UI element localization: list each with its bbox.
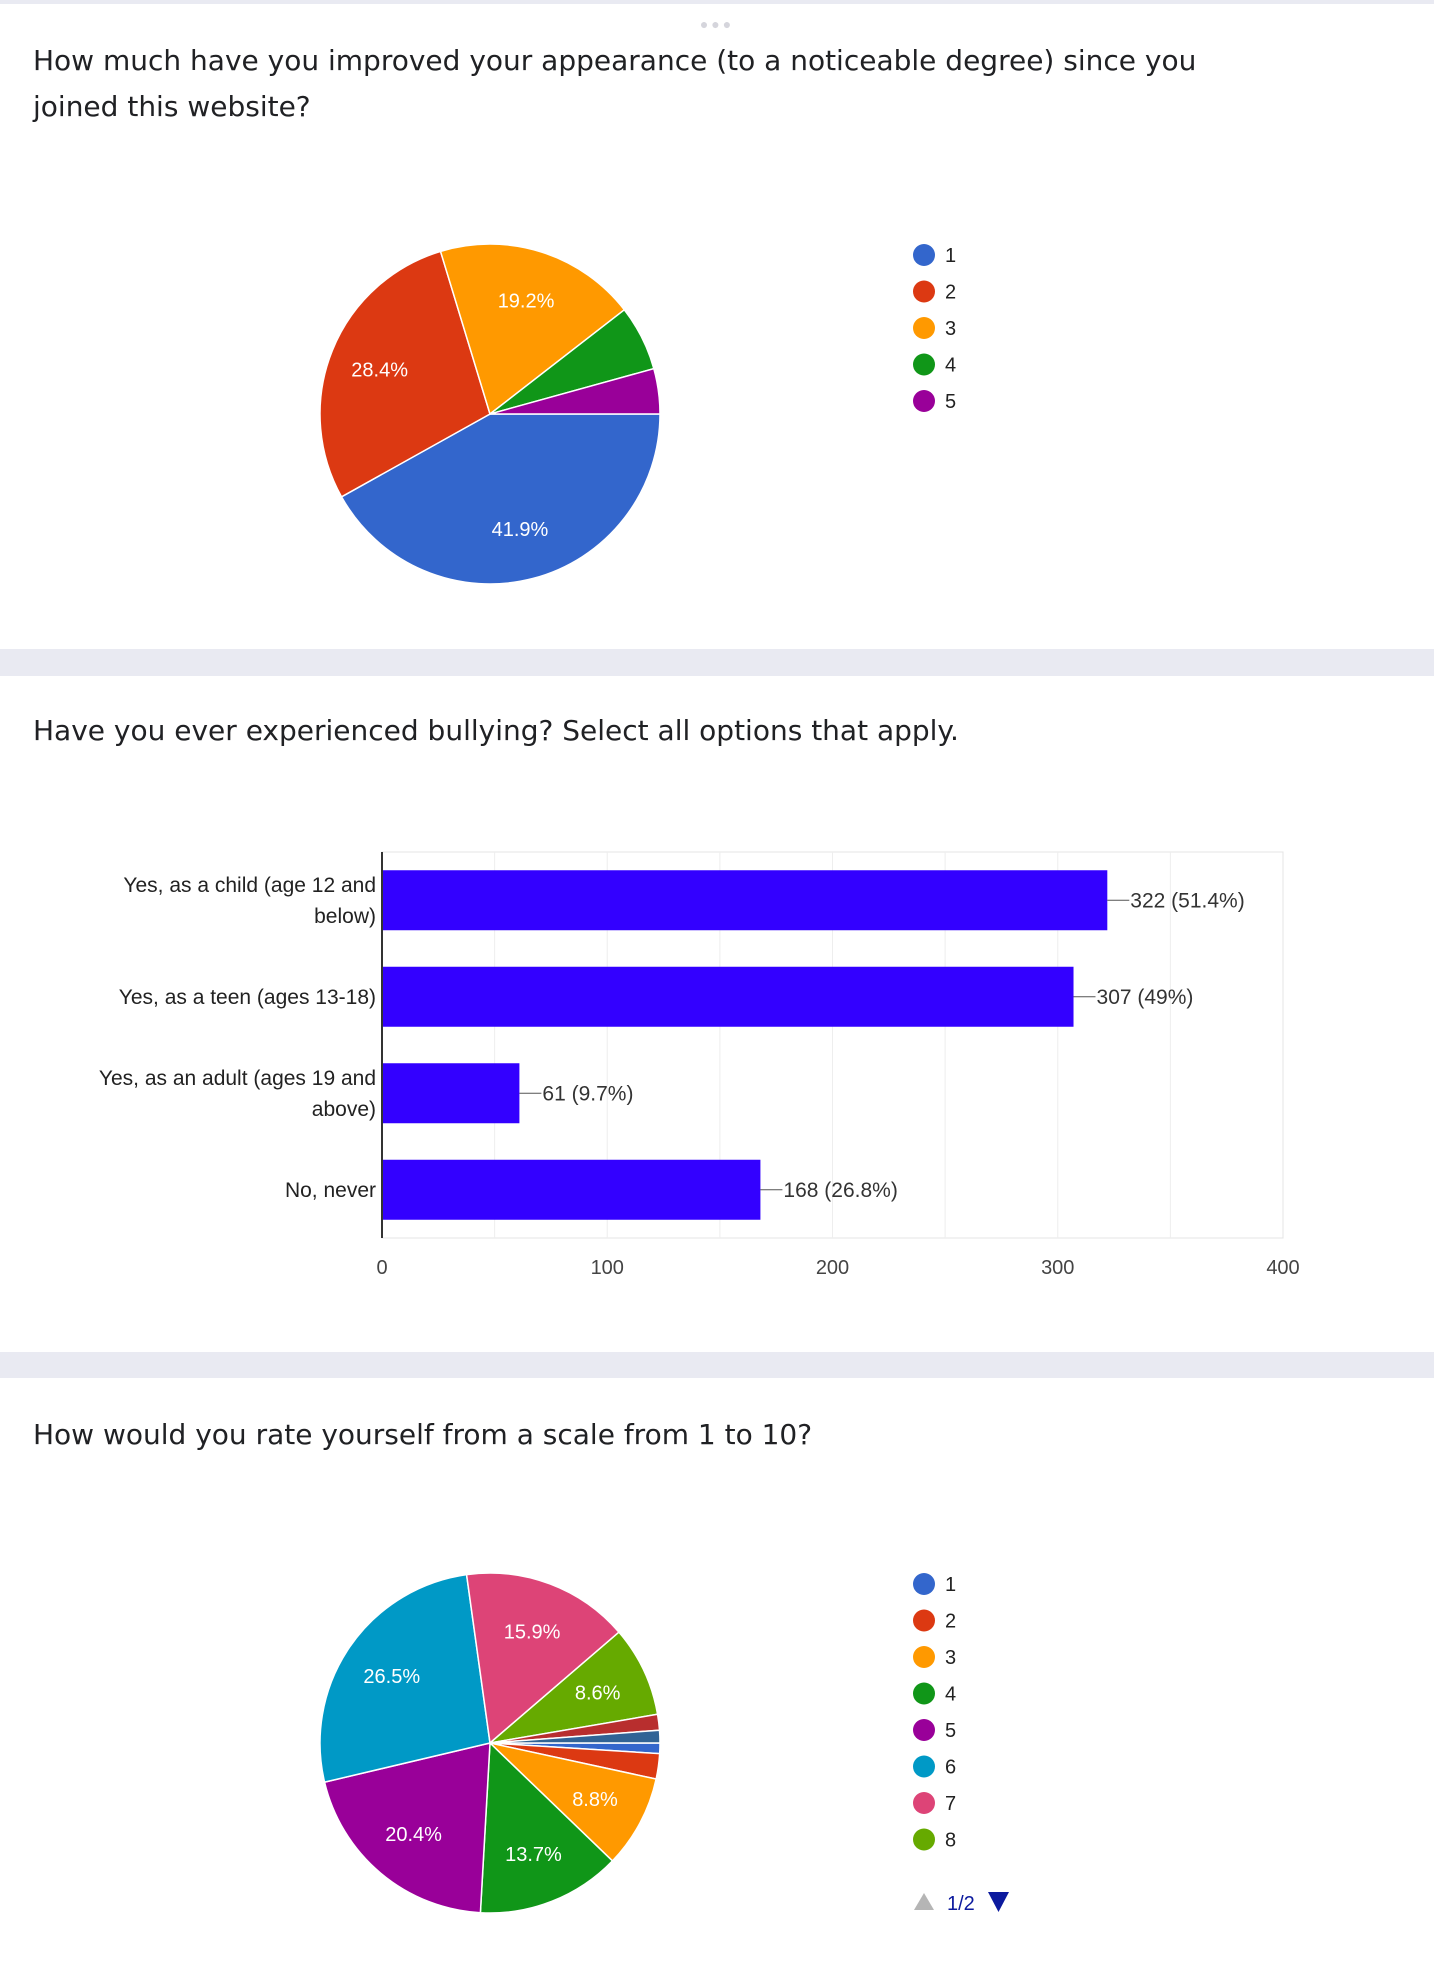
question-card-1: ●●● <box>0 4 1434 649</box>
pie-chart-3: 8.8% 13.7% 20.4% 26.5% 15.9% 8.6% 1 2 3 4 5 6 7 8 1/2 <box>319 1572 1009 1915</box>
legend-item-3-4[interactable]: 4 <box>913 1682 956 1706</box>
category-label-1: below) <box>314 905 376 928</box>
legend-item-3-5[interactable]: 5 <box>913 1719 956 1742</box>
question-title-2: Have you ever experienced bullying? Sele… <box>33 714 959 747</box>
pie-slice-label-3-5: 20.4% <box>385 1824 442 1846</box>
question-title-1: How much have you improved your appearan… <box>33 44 1197 123</box>
pie-slice-3-8[interactable] <box>487 1631 659 1745</box>
legend-swatch-1-1 <box>913 244 935 266</box>
legend-label-3-1: 1 <box>945 1574 956 1596</box>
pie-slice-label-3-7: 15.9% <box>504 1622 561 1644</box>
legend-label-1-1: 1 <box>945 245 956 267</box>
legend-swatch-3-6 <box>913 1755 935 1778</box>
drag-handle-icon[interactable]: ●●● <box>699 16 735 32</box>
legend-label-3-6: 6 <box>945 1757 956 1779</box>
legend-item-3-2[interactable]: 2 <box>913 1609 956 1633</box>
legend-item-1-3[interactable]: 3 <box>913 317 956 340</box>
x-tick-label: 300 <box>1041 1257 1074 1279</box>
pie-slice-label-1-3: 19.2% <box>498 291 555 313</box>
legend-item-1-4[interactable]: 4 <box>913 353 956 377</box>
legend-next-arrow-icon[interactable] <box>988 1892 1009 1912</box>
pie-slice-1-2[interactable] <box>319 250 491 498</box>
legend-swatch-1-2 <box>913 280 935 303</box>
legend-swatch-3-5 <box>913 1719 935 1741</box>
legend-item-3-6[interactable]: 6 <box>913 1755 956 1779</box>
x-tick-label: 100 <box>591 1257 624 1279</box>
pie-slice-1-1[interactable] <box>340 413 661 585</box>
category-label-2: Yes, as a teen (ages 13-18) <box>119 986 376 1009</box>
legend-label-3-7: 7 <box>945 1793 956 1815</box>
pie-slice-label-3-4: 13.7% <box>505 1844 562 1866</box>
x-tick-label: 200 <box>816 1257 849 1279</box>
bar-1[interactable] <box>382 870 1108 931</box>
legend-item-3-7[interactable]: 7 <box>913 1792 956 1815</box>
legend-item-1-2[interactable]: 2 <box>913 280 956 304</box>
legend-item-3-8[interactable]: 8 <box>913 1828 956 1852</box>
pie-slice-1-3[interactable] <box>439 243 626 416</box>
question-title-3: How would you rate yourself from a scale… <box>33 1418 813 1451</box>
legend-label-3-4: 4 <box>945 1684 956 1706</box>
pie-slice-1-5[interactable] <box>489 367 661 415</box>
question-card-3 <box>0 1378 1434 1966</box>
category-label-4: No, never <box>285 1179 376 1202</box>
data-label-2: 307 (49%) <box>1097 986 1194 1009</box>
legend-swatch-1-5 <box>913 390 935 412</box>
legend-swatch-3-3 <box>913 1646 935 1668</box>
pie-slice-label-1-1: 41.9% <box>492 519 549 541</box>
pie-slice-3-3[interactable] <box>487 1741 658 1862</box>
bar-chart-2: 0 100 200 300 400 322 (51.4%) Yes, as a child … <box>99 851 1300 1279</box>
legend-swatch-1-3 <box>913 317 935 339</box>
legend-item-3-3[interactable]: 3 <box>913 1646 956 1669</box>
x-tick-label: 0 <box>376 1257 387 1279</box>
pie-slice-3-6[interactable] <box>319 1573 491 1784</box>
category-label-3: Yes, as an adult (ages 19 and <box>99 1067 376 1090</box>
pie-slice-label-1-2: 28.4% <box>351 359 408 381</box>
legend-pagination: 1/2 <box>914 1892 1009 1915</box>
legend-prev-arrow-icon[interactable] <box>914 1893 934 1910</box>
data-label-3: 61 (9.7%) <box>542 1082 633 1105</box>
legend-label-1-4: 4 <box>945 355 956 377</box>
pie-slice-3-4[interactable] <box>479 1741 614 1914</box>
data-label-1: 322 (51.4%) <box>1130 889 1244 912</box>
category-label-1: Yes, as a child (age 12 and <box>123 874 376 897</box>
legend-label-3-5: 5 <box>945 1720 956 1742</box>
legend-label-1-5: 5 <box>945 391 956 413</box>
pie-slice-3-7[interactable] <box>465 1572 620 1745</box>
legend-label-3-2: 2 <box>945 1611 956 1633</box>
legend-label-3-8: 8 <box>945 1830 956 1852</box>
data-label-4: 168 (26.8%) <box>783 1179 897 1202</box>
legend-page-indicator: 1/2 <box>947 1893 975 1915</box>
legend-item-1-1[interactable]: 1 <box>913 244 956 267</box>
legend-swatch-3-7 <box>913 1792 935 1814</box>
pie-slice-3-5[interactable] <box>323 1742 491 1914</box>
legend-item-1-5[interactable]: 5 <box>913 390 956 413</box>
pie-slice-label-3-3: 8.8% <box>572 1789 618 1811</box>
bar-2[interactable] <box>382 966 1074 1027</box>
legend-label-1-2: 2 <box>945 282 956 304</box>
category-label-3: above) <box>312 1098 376 1121</box>
legend-label-1-3: 3 <box>945 318 956 340</box>
bar-4[interactable] <box>382 1159 761 1220</box>
bar-3[interactable] <box>382 1063 520 1124</box>
pie-slice-label-3-8: 8.6% <box>575 1682 621 1704</box>
legend-swatch-3-2 <box>913 1609 935 1632</box>
legend-swatch-3-4 <box>913 1682 935 1705</box>
legend-swatch-3-1 <box>913 1573 935 1595</box>
x-tick-label: 400 <box>1266 1257 1299 1279</box>
pie-slice-3-10[interactable] <box>489 1729 661 1744</box>
legend-label-3-3: 3 <box>945 1647 956 1669</box>
legend-item-3-1[interactable]: 1 <box>913 1573 956 1596</box>
pie-slice-label-3-6: 26.5% <box>363 1666 420 1688</box>
legend-swatch-3-8 <box>913 1828 935 1851</box>
legend-swatch-1-4 <box>913 353 935 376</box>
pie-chart-1: 41.9% 28.4% 19.2% 1 2 3 4 5 <box>319 243 956 585</box>
